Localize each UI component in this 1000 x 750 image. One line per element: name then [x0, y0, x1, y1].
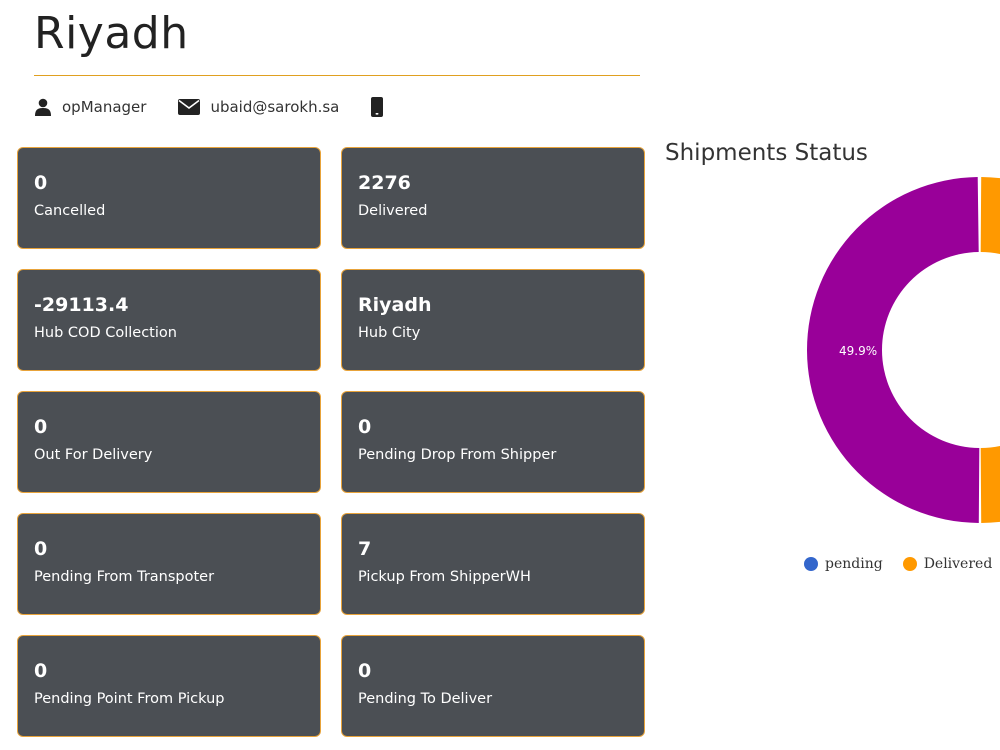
user-role-text: opManager: [62, 98, 147, 116]
stat-value: Riyadh: [358, 294, 432, 316]
user-email-text: ubaid@sarokh.sa: [210, 98, 340, 116]
chart-title: Shipments Status: [665, 140, 868, 166]
title-divider: [34, 75, 640, 76]
legend-item-delivered[interactable]: Delivered: [902, 556, 993, 572]
stat-value: 2276: [358, 172, 411, 194]
donut-slice-delivered[interactable]: [980, 435, 1000, 523]
stat-card-cancelled[interactable]: 0 Cancelled: [17, 147, 321, 249]
stat-card-pending-to-deliver[interactable]: 0 Pending To Deliver: [341, 635, 645, 737]
envelope-icon: [178, 99, 201, 115]
stat-label: Out For Delivery: [34, 447, 153, 463]
stat-card-out-for-delivery[interactable]: 0 Out For Delivery: [17, 391, 321, 493]
stat-value: 0: [34, 538, 48, 560]
user-role: opManager: [34, 98, 146, 116]
stat-card-pending-from-transpoter[interactable]: 0 Pending From Transpoter: [17, 513, 321, 615]
legend-dot-icon: [902, 557, 917, 571]
stat-value: 0: [34, 416, 48, 438]
stat-card-pending-point-from-pickup[interactable]: 0 Pending Point From Pickup: [17, 635, 321, 737]
stat-label: Pickup From ShipperWH: [358, 569, 531, 585]
stat-card-hub-city[interactable]: Riyadh Hub City: [341, 269, 645, 371]
stat-label: Cancelled: [34, 203, 106, 219]
stat-label: Pending Drop From Shipper: [358, 447, 557, 463]
stat-label: Pending Point From Pickup: [34, 691, 225, 707]
donut-slice-label: 49.9%: [839, 344, 877, 358]
legend-label: pending: [825, 556, 883, 572]
stat-card-pickup-from-shipperwh[interactable]: 7 Pickup From ShipperWH: [341, 513, 645, 615]
user-email: ubaid@sarokh.sa: [178, 98, 339, 116]
stat-card-pending-drop-from-shipper[interactable]: 0 Pending Drop From Shipper: [341, 391, 645, 493]
stat-value: 0: [358, 416, 372, 438]
stat-label: Pending To Deliver: [358, 691, 493, 707]
stat-value: 7: [358, 538, 372, 560]
page-title: Riyadh: [34, 8, 189, 59]
stat-card-hub-cod-collection[interactable]: -29113.4 Hub COD Collection: [17, 269, 321, 371]
stat-value: 0: [34, 660, 48, 682]
stat-value: 0: [358, 660, 372, 682]
user-phone: [371, 97, 393, 117]
stat-value: 0: [34, 172, 48, 194]
donut-slice-delivered[interactable]: [980, 177, 1000, 275]
shipments-status-donut-chart: 49.9%: [807, 177, 1000, 523]
stat-label: Delivered: [358, 203, 428, 219]
stat-label: Hub COD Collection: [34, 325, 177, 341]
stat-value: -29113.4: [34, 294, 129, 316]
stat-label: Pending From Transpoter: [34, 569, 215, 585]
legend-item-pending[interactable]: pending: [804, 556, 883, 572]
stat-card-delivered[interactable]: 2276 Delivered: [341, 147, 645, 249]
mobile-phone-icon: [371, 97, 384, 117]
donut-slice-purple[interactable]: [807, 177, 980, 523]
legend-label: Delivered: [923, 556, 993, 572]
legend-dot-icon: [804, 557, 818, 571]
chart-legend: pending Delivered: [804, 556, 1000, 572]
user-info-bar: opManager ubaid@sarokh.sa: [34, 94, 425, 120]
stat-label: Hub City: [358, 325, 421, 341]
user-icon: [35, 98, 51, 116]
